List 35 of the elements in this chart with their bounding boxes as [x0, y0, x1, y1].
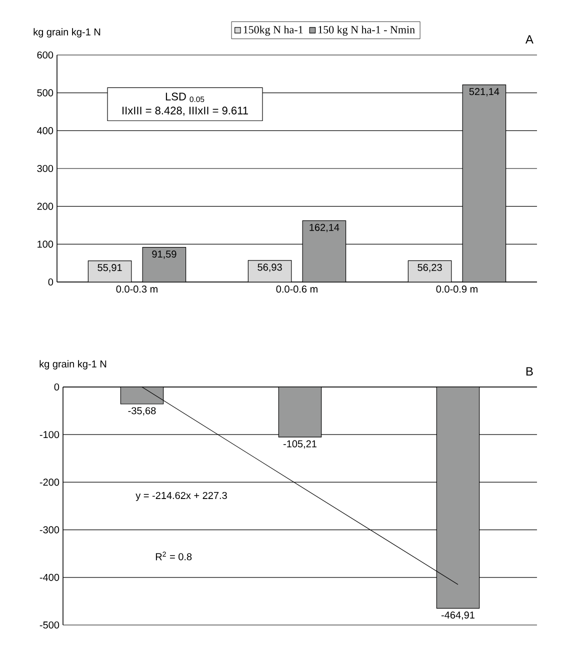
y-tick-label: 500	[37, 89, 54, 96]
y-tick-label: 600	[37, 51, 54, 59]
legend-label: 150kg N ha-1	[244, 26, 303, 36]
x-tick-label: 0.0-0.6 m	[276, 286, 318, 293]
annotation: y = -214.62x + 227.3	[136, 492, 227, 502]
data-label: 162,14	[310, 224, 340, 232]
annotation: IIxIII = 8.428, IIIxII = 9.611	[122, 106, 248, 116]
data-label: -35,68	[128, 407, 156, 416]
y-tick-label: 200	[37, 202, 54, 210]
y-tick-label: 300	[37, 164, 54, 172]
data-label: 521,14	[469, 88, 500, 96]
y-axis-title: kg grain kg-1 N	[40, 360, 106, 370]
annotation: LSD $_{0.05}$	[166, 92, 204, 102]
legend-label: 150 kg N ha-1 - Nmin	[318, 26, 415, 36]
text: A	[525, 35, 534, 44]
x-tick-label: 0.0-0.9 m	[436, 286, 478, 293]
y-axis-title: kg grain kg-1 N	[34, 28, 100, 38]
y-tick-label: 100	[38, 240, 54, 248]
y-tick-label: 0	[48, 278, 54, 286]
y-tick-label: -100	[40, 431, 60, 438]
y-tick-label: -400	[40, 574, 60, 581]
data-label: 56,23	[418, 264, 442, 272]
data-label: 55,91	[98, 264, 122, 272]
annotation: R$^{2}$ = 0.8	[156, 552, 192, 560]
y-tick-label: -500	[40, 621, 60, 629]
text: B	[526, 367, 533, 376]
data-label: 56,93	[258, 264, 282, 272]
y-tick-label: -200	[40, 478, 60, 486]
y-tick-label: 400	[37, 127, 54, 134]
data-label: -464,91	[441, 612, 474, 620]
y-tick-label: 0	[54, 383, 60, 391]
data-label: 91,59	[152, 250, 176, 259]
y-tick-label: -300	[40, 526, 60, 534]
data-label: -105,21	[283, 440, 316, 449]
x-tick-label: 0.0-0.3 m	[116, 286, 158, 293]
